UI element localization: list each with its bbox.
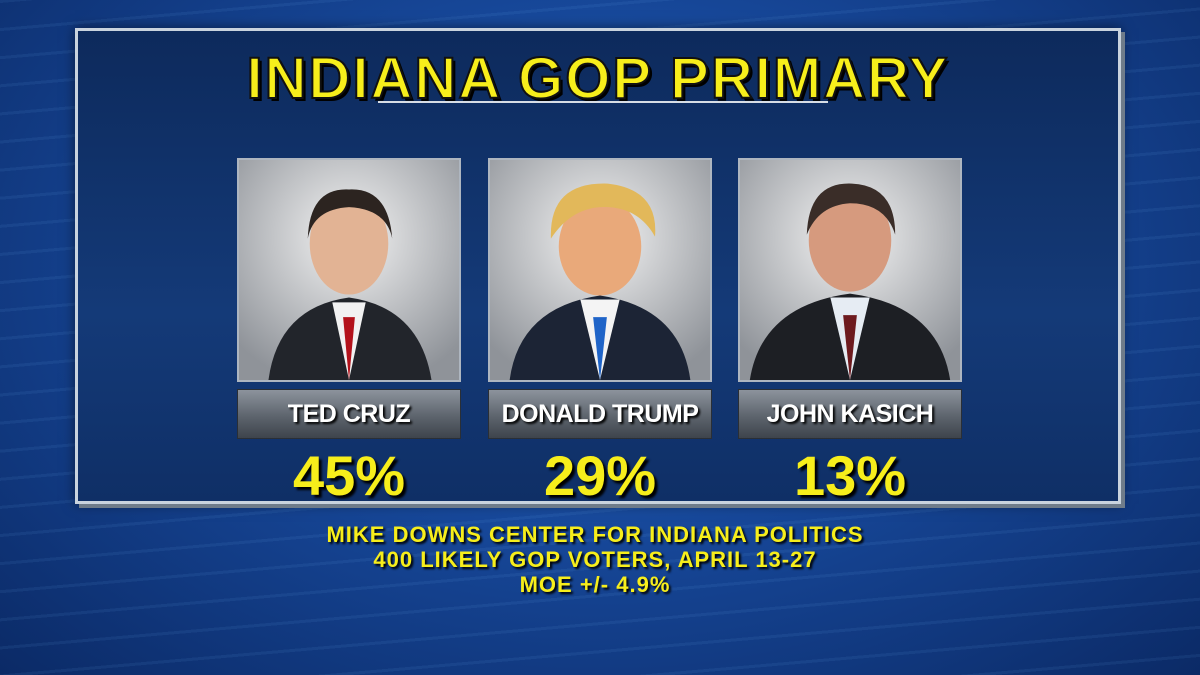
candidate-photo [237, 158, 461, 382]
source-line: MIKE DOWNS CENTER FOR INDIANA POLITICS [326, 522, 864, 547]
candidate-result: 45% [292, 444, 406, 507]
candidate-result: 29% [543, 444, 657, 507]
poll-panel: INDIANA GOP PRIMARY TED CRUZ 45% [75, 28, 1121, 507]
candidate-name: JOHN KASICH [738, 389, 962, 439]
title: INDIANA GOP PRIMARY [246, 45, 950, 112]
candidate-name: DONALD TRUMP [488, 389, 712, 439]
candidate: JOHN KASICH 13% [738, 158, 962, 508]
source-line: MOE +/- 4.9% [519, 572, 671, 597]
source-note: MIKE DOWNS CENTER FOR INDIANA POLITICS 4… [0, 522, 1190, 597]
candidate: TED CRUZ 45% [237, 158, 461, 508]
title-rule [378, 101, 828, 103]
candidate: DONALD TRUMP 29% [488, 158, 712, 508]
source-line: 400 LIKELY GOP VOTERS, APRIL 13-27 [373, 547, 817, 572]
candidate-result: 13% [793, 444, 907, 507]
candidate-photo [738, 158, 962, 382]
candidate-photo [488, 158, 712, 382]
candidate-name: TED CRUZ [237, 389, 461, 439]
